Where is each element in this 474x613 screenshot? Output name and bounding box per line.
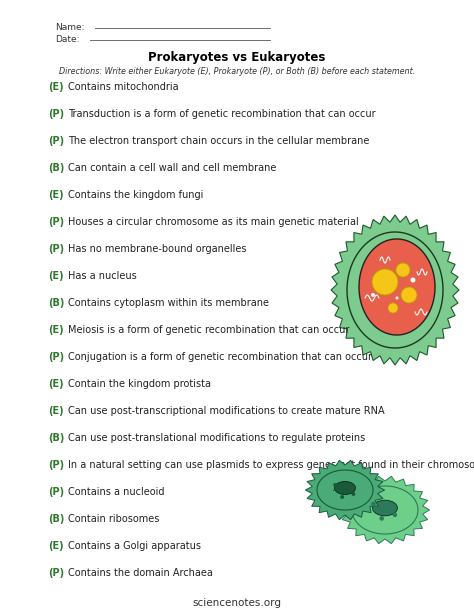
Circle shape [395,297,399,300]
Text: Contains the kingdom fungi: Contains the kingdom fungi [68,190,203,200]
Ellipse shape [335,481,356,495]
Text: (P): (P) [48,109,64,119]
Circle shape [396,263,410,277]
Text: (P): (P) [48,244,64,254]
Circle shape [333,483,337,487]
Text: (E): (E) [48,541,64,551]
Circle shape [379,516,384,520]
Text: Houses a circular chromosome as its main genetic material: Houses a circular chromosome as its main… [68,217,359,227]
Text: (B): (B) [48,514,64,524]
Text: Has no membrane-bound organelles: Has no membrane-bound organelles [68,244,246,254]
Text: Meiosis is a form of genetic recombination that can occur: Meiosis is a form of genetic recombinati… [68,325,349,335]
Text: Contains cytoplasm within its membrane: Contains cytoplasm within its membrane [68,298,269,308]
Text: (E): (E) [48,379,64,389]
Text: Has a nucleus: Has a nucleus [68,271,137,281]
Text: Contains a Golgi apparatus: Contains a Golgi apparatus [68,541,201,551]
Circle shape [410,278,416,283]
Text: Transduction is a form of genetic recombination that can occur: Transduction is a form of genetic recomb… [68,109,375,119]
Text: Date:: Date: [55,36,80,45]
Polygon shape [331,215,459,365]
Polygon shape [359,239,435,335]
Text: The electron transport chain occurs in the cellular membrane: The electron transport chain occurs in t… [68,136,369,146]
Text: (P): (P) [48,217,64,227]
Text: (E): (E) [48,325,64,335]
Text: Can use post-transcriptional modifications to create mature RNA: Can use post-transcriptional modificatio… [68,406,384,416]
Text: (E): (E) [48,271,64,281]
Circle shape [371,293,375,297]
Text: (P): (P) [48,568,64,578]
Text: In a natural setting can use plasmids to express genes not found in their chromo: In a natural setting can use plasmids to… [68,460,474,470]
Circle shape [351,492,356,496]
Circle shape [392,512,397,517]
Text: Contain the kingdom protista: Contain the kingdom protista [68,379,211,389]
Text: Can contain a cell wall and cell membrane: Can contain a cell wall and cell membran… [68,163,276,173]
Polygon shape [317,470,373,510]
Text: (P): (P) [48,136,64,146]
Text: Contains the domain Archaea: Contains the domain Archaea [68,568,213,578]
Circle shape [372,269,398,295]
Ellipse shape [373,500,397,516]
Text: (B): (B) [48,163,64,173]
Polygon shape [340,476,429,544]
Text: (B): (B) [48,433,64,443]
Circle shape [401,287,417,303]
Text: sciencenotes.org: sciencenotes.org [192,598,282,608]
Circle shape [388,303,398,313]
Text: Contains mitochondria: Contains mitochondria [68,82,179,92]
Text: Contain ribosomes: Contain ribosomes [68,514,159,524]
Polygon shape [347,232,443,348]
Text: Name:: Name: [55,23,84,32]
Text: (E): (E) [48,190,64,200]
Text: (P): (P) [48,352,64,362]
Text: (P): (P) [48,460,64,470]
Text: Contains a nucleoid: Contains a nucleoid [68,487,164,497]
Text: (E): (E) [48,82,64,92]
Circle shape [371,501,376,506]
Circle shape [340,495,344,499]
Polygon shape [352,486,418,534]
Text: Conjugation is a form of genetic recombination that can occur: Conjugation is a form of genetic recombi… [68,352,372,362]
Polygon shape [305,460,384,520]
Text: Prokaryotes vs Eukaryotes: Prokaryotes vs Eukaryotes [148,50,326,64]
Text: Can use post-translational modifications to regulate proteins: Can use post-translational modifications… [68,433,365,443]
Text: (E): (E) [48,406,64,416]
Text: (B): (B) [48,298,64,308]
Text: (P): (P) [48,487,64,497]
Text: Directions: Write either Eukaryote (E), Prokaryote (P), or Both (B) before each : Directions: Write either Eukaryote (E), … [59,66,415,75]
